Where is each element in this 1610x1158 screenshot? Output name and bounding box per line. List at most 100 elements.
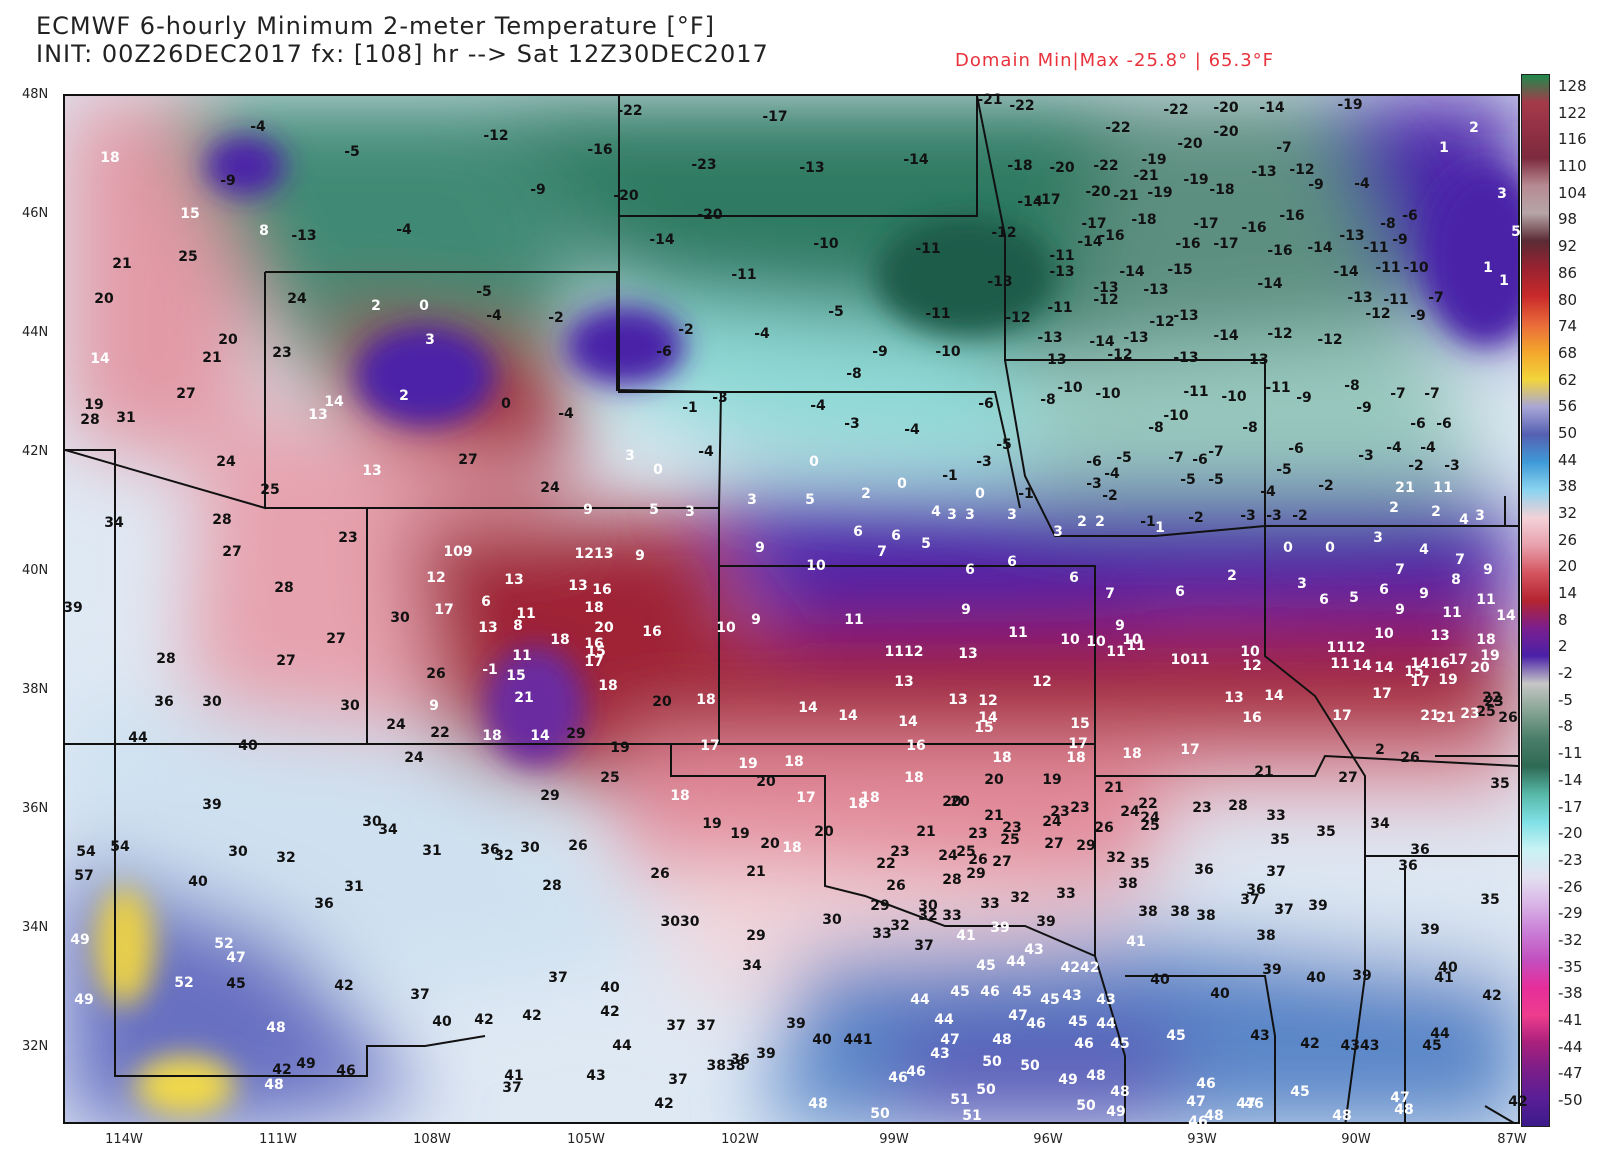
temperature-value: 6 bbox=[853, 524, 863, 540]
domain-min-max: Domain Min|Max -25.8° | 65.3°F bbox=[955, 50, 1275, 71]
colorbar-label: -26 bbox=[1558, 877, 1583, 896]
temperature-value: 30 bbox=[362, 814, 382, 830]
temperature-value: -7 bbox=[1276, 140, 1292, 156]
temperature-value: 15 bbox=[974, 720, 994, 736]
temperature-value: 34 bbox=[104, 515, 124, 531]
temperature-value: 27 bbox=[458, 452, 478, 468]
lon-label-96w: 96W bbox=[1033, 1132, 1063, 1147]
temperature-value: -20 bbox=[613, 188, 639, 204]
temperature-value: 12 bbox=[426, 570, 446, 586]
temperature-value: 16 bbox=[592, 582, 612, 598]
temperature-value: -20 bbox=[697, 207, 723, 223]
temperature-value: -10 bbox=[1403, 260, 1429, 276]
temperature-value: 18 bbox=[100, 150, 120, 166]
temperature-value: 9 bbox=[1483, 562, 1493, 578]
temperature-field bbox=[65, 96, 1518, 1122]
temperature-value: -11 bbox=[1265, 380, 1291, 396]
temperature-value: 40 bbox=[188, 874, 208, 890]
temperature-value: 47 bbox=[1236, 1096, 1256, 1112]
temperature-value: 35 bbox=[1316, 824, 1336, 840]
temperature-value: -18 bbox=[1131, 212, 1157, 228]
temperature-value: -16 bbox=[587, 142, 613, 158]
temperature-value: 42 bbox=[1508, 1094, 1528, 1110]
temperature-value: -15 bbox=[1167, 262, 1193, 278]
temperature-value: 34 bbox=[742, 958, 762, 974]
temperature-value: -11 bbox=[1049, 248, 1075, 264]
temperature-value: 27 bbox=[1338, 770, 1358, 786]
temperature-value: 36 bbox=[1246, 882, 1266, 898]
temperature-value: -13 bbox=[1173, 350, 1199, 366]
temperature-value: -13 bbox=[1173, 308, 1199, 324]
temperature-value: 19 bbox=[1480, 648, 1500, 664]
temperature-value: 36 bbox=[1410, 842, 1430, 858]
temperature-value: 45 bbox=[1068, 1014, 1088, 1030]
temperature-value: 54 bbox=[110, 839, 130, 855]
temperature-value: 40 bbox=[1150, 972, 1170, 988]
temperature-value: 18 bbox=[670, 788, 690, 804]
temperature-value: 33 bbox=[872, 926, 892, 942]
temperature-value: 12 bbox=[1242, 658, 1262, 674]
temperature-value: 51 bbox=[962, 1108, 982, 1124]
temperature-value: 13 bbox=[1430, 628, 1450, 644]
temperature-value: 26 bbox=[650, 866, 670, 882]
temperature-value: 20 bbox=[984, 772, 1004, 788]
temperature-value: 34 bbox=[378, 822, 398, 838]
temperature-value: 20 bbox=[94, 291, 114, 307]
temperature-value: 48 bbox=[266, 1020, 286, 1036]
temperature-value: 26 bbox=[968, 852, 988, 868]
temperature-value: 8 bbox=[1451, 572, 1461, 588]
temperature-value: -9 bbox=[872, 344, 888, 360]
temperature-value: -13 bbox=[291, 228, 317, 244]
temperature-value: -17 bbox=[1081, 216, 1107, 232]
lon-label-114w: 114W bbox=[105, 1132, 143, 1147]
temperature-value: 3 bbox=[685, 504, 695, 520]
temperature-value: -10 bbox=[1095, 386, 1121, 402]
temperature-value: 23 bbox=[272, 345, 292, 361]
temperature-value: 9 bbox=[1419, 586, 1429, 602]
temperature-value: 18 bbox=[784, 754, 804, 770]
temperature-value: 2 bbox=[1469, 120, 1479, 136]
temperature-value: 24 bbox=[386, 717, 406, 733]
temperature-field-detail bbox=[95, 136, 1518, 1116]
temperature-value: 13 bbox=[362, 463, 382, 479]
temperature-value: 13 bbox=[308, 407, 328, 423]
temperature-value: 4 bbox=[1419, 542, 1429, 558]
temperature-value: 23 bbox=[968, 826, 988, 842]
temperature-value: 3 bbox=[947, 507, 957, 523]
temperature-value: -4 bbox=[810, 398, 826, 414]
temperature-value: 2 bbox=[1389, 500, 1399, 516]
temperature-value: -11 bbox=[925, 306, 951, 322]
temperature-value: 45 bbox=[1422, 1038, 1442, 1054]
temperature-value: 13 bbox=[948, 692, 968, 708]
temperature-value: 12 bbox=[1032, 674, 1052, 690]
temperature-value: 19 bbox=[1438, 672, 1458, 688]
temperature-value: 27 bbox=[276, 653, 296, 669]
colorbar-label: 98 bbox=[1558, 210, 1578, 229]
temperature-value: 21 bbox=[984, 808, 1004, 824]
temperature-value: 18 bbox=[992, 750, 1012, 766]
temperature-value: -8 bbox=[1148, 420, 1164, 436]
temperature-value: 17 bbox=[1372, 686, 1392, 702]
temperature-value: 46 bbox=[1188, 1114, 1208, 1130]
temperature-value: -9 bbox=[1356, 400, 1372, 416]
temperature-value: 11 bbox=[516, 606, 536, 622]
temperature-value: 15 bbox=[1070, 716, 1090, 732]
temperature-value: 23 bbox=[338, 530, 358, 546]
temperature-value: -4 bbox=[1104, 466, 1120, 482]
colorbar-label: 68 bbox=[1558, 343, 1578, 362]
temperature-value: 1112 bbox=[884, 644, 924, 660]
temperature-value: 5 bbox=[649, 502, 659, 518]
temperature-value: -16 bbox=[1267, 243, 1293, 259]
temperature-map bbox=[63, 94, 1520, 1124]
temperature-value: 47 bbox=[1186, 1094, 1206, 1110]
temperature-value: 25 bbox=[178, 249, 198, 265]
temperature-value: 2 bbox=[399, 388, 409, 404]
lat-label-46n: 46N bbox=[22, 206, 49, 221]
temperature-value: -2 bbox=[1318, 478, 1334, 494]
temperature-value: 30 bbox=[228, 844, 248, 860]
temperature-value: 39 bbox=[63, 600, 83, 616]
lat-label-40n: 40N bbox=[22, 563, 49, 578]
temperature-value: -9 bbox=[220, 173, 236, 189]
temperature-value: 47 bbox=[226, 950, 246, 966]
temperature-value: 39 bbox=[1420, 922, 1440, 938]
